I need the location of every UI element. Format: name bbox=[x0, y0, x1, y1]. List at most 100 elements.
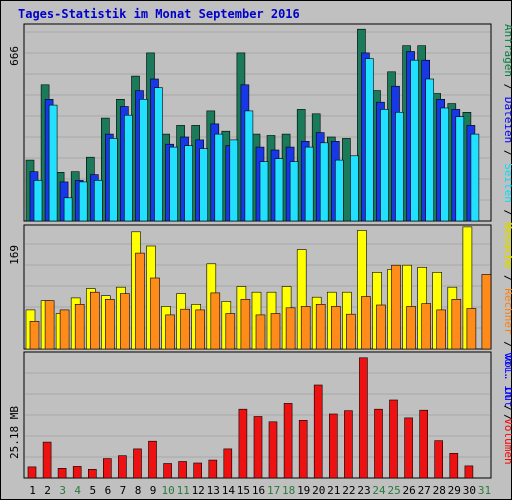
bar-seiten-day-6 bbox=[109, 138, 118, 222]
bar-rechner-day-14 bbox=[225, 313, 236, 350]
bar-seiten-day-16 bbox=[259, 161, 269, 222]
day-label-24: 24 bbox=[372, 484, 386, 497]
day-label-22: 22 bbox=[342, 484, 355, 497]
day-label-20: 20 bbox=[312, 484, 325, 497]
bar-seiten-day-23 bbox=[365, 58, 374, 222]
bar-anfragen-day-22 bbox=[342, 138, 351, 222]
day-label-23: 23 bbox=[357, 484, 370, 497]
bar-volumen-day-7 bbox=[118, 455, 127, 479]
bar-rechner-day-6 bbox=[105, 298, 115, 350]
bar-seiten-day-4 bbox=[78, 181, 88, 222]
panel-visits-hosts bbox=[23, 224, 492, 350]
bar-volumen-day-11 bbox=[178, 461, 187, 479]
bar-seiten-day-13 bbox=[214, 133, 224, 222]
day-label-27: 27 bbox=[418, 484, 431, 497]
bar-volumen-day-16 bbox=[253, 416, 263, 479]
side-legend-labels: Anfragen / Dateien / Seiten / BesucheBes… bbox=[502, 24, 512, 465]
bar-seiten-day-1 bbox=[33, 180, 43, 222]
bar-rechner-day-12 bbox=[195, 309, 205, 350]
panel-requests-files-pages bbox=[23, 23, 492, 222]
bar-rechner-day-13 bbox=[210, 292, 221, 350]
day-label-28: 28 bbox=[433, 484, 446, 497]
bar-volumen-day-9 bbox=[148, 440, 157, 479]
side-label-part: / bbox=[502, 398, 512, 418]
bar-seiten-day-8 bbox=[139, 99, 148, 222]
bar-volumen-day-12 bbox=[193, 462, 202, 479]
bar-seiten-day-27 bbox=[425, 78, 435, 222]
bar-seiten-day-9 bbox=[154, 87, 163, 222]
bar-seiten-day-25 bbox=[395, 112, 404, 222]
side-label-part: Anfragen bbox=[502, 24, 512, 77]
bar-seiten-day-7 bbox=[124, 114, 133, 222]
day-label-17: 17 bbox=[267, 484, 280, 497]
bar-rechner-day-27 bbox=[421, 303, 432, 350]
side-label-part: Rechner bbox=[502, 288, 512, 335]
day-label-10: 10 bbox=[161, 484, 174, 497]
bar-volumen-day-6 bbox=[103, 458, 112, 479]
bar-rechner-day-9 bbox=[150, 277, 160, 350]
bar-rechner-day-22 bbox=[346, 313, 356, 350]
bar-volumen-day-23 bbox=[359, 357, 368, 479]
bar-seiten-day-28 bbox=[440, 107, 450, 222]
side-label-part: Vol. Out bbox=[502, 354, 512, 407]
bar-volumen-day-25 bbox=[389, 399, 398, 479]
bar-rechner-day-4 bbox=[74, 303, 85, 350]
bar-volumen-day-22 bbox=[344, 410, 353, 479]
day-label-8: 8 bbox=[135, 484, 142, 497]
side-label-part: Seiten bbox=[502, 163, 512, 203]
side-label-top: Anfragen / Dateien / Seiten / Besuche bbox=[502, 24, 512, 269]
bar-seiten-day-5 bbox=[94, 180, 103, 222]
side-label-part: / bbox=[502, 335, 512, 355]
day-label-29: 29 bbox=[448, 484, 461, 497]
bar-volumen-day-2 bbox=[42, 441, 52, 479]
bar-seiten-day-2 bbox=[48, 104, 58, 222]
side-label-middle: Besuche / Rechner / Vol. Out / bbox=[502, 222, 512, 421]
bar-rechner-day-17 bbox=[270, 313, 281, 350]
side-label-bottom: Vol. In / Volumen bbox=[502, 352, 512, 465]
bar-seiten-day-26 bbox=[410, 59, 419, 222]
bar-seiten-day-17 bbox=[274, 158, 284, 222]
day-label-30: 30 bbox=[463, 484, 476, 497]
y-tick-label-bottom: 25.18 MB bbox=[8, 406, 21, 459]
side-label-part: Volumen bbox=[502, 418, 512, 464]
bar-seiten-day-21 bbox=[334, 159, 344, 222]
bar-rechner-day-3 bbox=[59, 309, 70, 350]
day-label-31: 31 bbox=[478, 484, 491, 497]
bar-volumen-day-15 bbox=[238, 408, 248, 479]
bar-rechner-day-10 bbox=[165, 314, 175, 350]
day-label-6: 6 bbox=[105, 484, 112, 497]
day-label-7: 7 bbox=[120, 484, 127, 497]
day-label-21: 21 bbox=[327, 484, 340, 497]
bar-volumen-day-21 bbox=[328, 413, 338, 479]
day-label-25: 25 bbox=[387, 484, 400, 497]
bar-volumen-day-24 bbox=[374, 408, 383, 479]
bar-volumen-day-29 bbox=[449, 452, 459, 479]
day-label-11: 11 bbox=[177, 484, 190, 497]
bar-volumen-day-3 bbox=[57, 467, 67, 479]
day-label-5: 5 bbox=[89, 484, 96, 497]
day-label-13: 13 bbox=[207, 484, 220, 497]
side-label-part: Besuche bbox=[502, 222, 512, 268]
side-label-part: / bbox=[502, 77, 512, 97]
bar-seiten-day-11 bbox=[184, 145, 193, 222]
bar-rechner-day-20 bbox=[315, 303, 326, 350]
bar-seiten-day-29 bbox=[455, 116, 465, 222]
y-tick-label-top: 666 bbox=[8, 46, 21, 66]
bar-seiten-day-18 bbox=[289, 161, 299, 222]
side-label-part: / bbox=[502, 268, 512, 288]
day-label-9: 9 bbox=[150, 484, 157, 497]
bar-volumen-day-8 bbox=[133, 448, 142, 479]
bar-volumen-day-1 bbox=[27, 466, 37, 479]
side-label-part: Vol. In bbox=[502, 352, 512, 398]
side-label-part: Besuche bbox=[502, 223, 512, 269]
day-label-16: 16 bbox=[252, 484, 265, 497]
day-label-2: 2 bbox=[44, 484, 51, 497]
bar-volumen-day-27 bbox=[419, 409, 429, 479]
side-label-part: Dateien bbox=[502, 97, 512, 143]
bar-rechner-day-5 bbox=[90, 291, 100, 350]
day-label-19: 19 bbox=[297, 484, 310, 497]
bar-seiten-day-10 bbox=[169, 146, 178, 222]
bar-volumen-day-4 bbox=[72, 466, 82, 479]
bar-volumen-day-19 bbox=[298, 419, 308, 479]
